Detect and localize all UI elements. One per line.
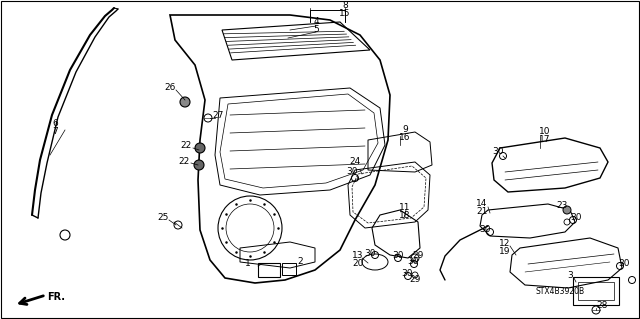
Circle shape: [195, 143, 205, 153]
Circle shape: [194, 160, 204, 170]
Text: 12: 12: [499, 240, 511, 249]
Text: 26: 26: [164, 84, 176, 93]
Bar: [282, 263, 296, 275]
Text: 30: 30: [492, 147, 504, 157]
Text: 29: 29: [412, 251, 424, 261]
Text: 30: 30: [392, 250, 404, 259]
Text: 9: 9: [402, 125, 408, 135]
Text: 30: 30: [364, 249, 376, 257]
Text: 1: 1: [245, 259, 251, 269]
Text: 23: 23: [556, 201, 568, 210]
Text: 22: 22: [180, 142, 191, 151]
Text: 10: 10: [540, 128, 551, 137]
Text: 2: 2: [297, 256, 303, 265]
Text: 27: 27: [212, 112, 224, 121]
Text: 15: 15: [339, 10, 351, 19]
Text: 6: 6: [52, 120, 58, 129]
Circle shape: [180, 97, 190, 107]
Text: 22: 22: [179, 158, 189, 167]
Text: 30: 30: [346, 167, 358, 176]
Text: 18: 18: [399, 211, 411, 220]
Text: 16: 16: [399, 133, 411, 143]
Text: 30: 30: [618, 259, 630, 269]
Text: 25: 25: [157, 213, 169, 222]
Bar: [578, 282, 614, 300]
Text: 13: 13: [352, 251, 364, 261]
Text: 8: 8: [342, 2, 348, 11]
Text: 29: 29: [410, 276, 420, 285]
Text: 14: 14: [476, 199, 488, 209]
Bar: [258, 263, 280, 277]
Text: 7: 7: [52, 128, 58, 137]
Circle shape: [563, 206, 571, 214]
Text: 3: 3: [567, 271, 573, 279]
Text: 20: 20: [352, 259, 364, 269]
Text: 30: 30: [570, 213, 582, 222]
Text: 5: 5: [313, 26, 319, 34]
Text: 30: 30: [401, 270, 413, 278]
Text: 4: 4: [313, 18, 319, 26]
Text: 28: 28: [596, 300, 608, 309]
Text: 24: 24: [349, 158, 360, 167]
Text: 19: 19: [499, 248, 511, 256]
Text: 11: 11: [399, 204, 411, 212]
Text: FR.: FR.: [47, 292, 65, 302]
Text: 17: 17: [540, 136, 551, 145]
Text: 21: 21: [476, 207, 488, 217]
Text: 30: 30: [407, 257, 419, 266]
Text: 30: 30: [479, 225, 491, 234]
Text: STX4B3920B: STX4B3920B: [536, 287, 584, 296]
